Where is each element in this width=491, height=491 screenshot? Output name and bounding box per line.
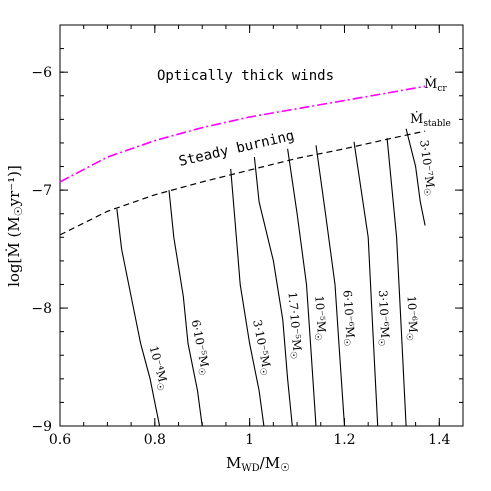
accretion-line-label: 1.7·10⁻⁵M☉ (283, 291, 305, 359)
axis-ticks: 0.6 0.8 1 1.2 1.4 −9 −8 −7 −6 (31, 24, 464, 448)
accretion-line-label: 10⁻⁶M☉ (402, 295, 421, 341)
accretion-line-label: 10⁻⁴M☉ (144, 344, 172, 392)
y-axis-title-main: log[Ṁ (M (5, 216, 23, 287)
y-axis-sun-symbol: ☉ (12, 206, 25, 216)
mdot-stable-label: Ṁstable (410, 110, 451, 129)
accretion-line (315, 145, 346, 427)
mdot-stable-label-sub: stable (423, 119, 451, 129)
mdot-cr-curve (59, 85, 426, 183)
accretion-line (230, 168, 265, 427)
accretion-line-label: 10⁻⁵M☉ (309, 295, 329, 341)
x-axis-sun-symbol: ☉ (280, 461, 290, 474)
curve-labels: 10⁻⁴M☉ 6·10⁻⁵M☉ 3·10⁻⁵M☉ 1.7·10⁻⁵M☉10⁻⁵M☉ 6·… (144, 139, 438, 392)
y-axis-title: log[Ṁ (M☉yr⁻¹)] (5, 165, 25, 287)
accretion-line-label: 3·10⁻⁵M☉ (247, 318, 275, 376)
y-axis-title-tail: yr⁻¹)] (5, 165, 23, 207)
accretion-line-label: 6·10⁻⁵M☉ (186, 318, 214, 376)
mdot-stable-curve (59, 130, 426, 236)
region-label-winds: Optically thick winds (157, 68, 334, 84)
accretion-line (116, 208, 161, 427)
y-tick-label: −7 (31, 183, 52, 199)
x-tick-label: 0.8 (144, 432, 166, 448)
accretion-line-label: 3·10⁻⁶M☉ (373, 290, 393, 347)
mdot-stable-label-main: Ṁ (410, 110, 423, 127)
x-tick-label: 1.4 (428, 432, 450, 448)
x-axis-title-main: M (226, 454, 241, 472)
accretion-line-label: 3·10⁻⁷M☉ (414, 139, 438, 197)
x-tick-label: 1 (245, 432, 254, 448)
accretion-series (116, 128, 426, 427)
y-tick-label: −9 (31, 419, 52, 435)
accretion-line-label: 6·10⁻⁶M☉ (337, 290, 358, 347)
boundary-curves (59, 85, 426, 236)
y-tick-label: −6 (31, 65, 52, 81)
x-axis-title: MWD/M☉ (226, 454, 290, 474)
plot-frame (59, 24, 464, 427)
x-tick-label: 1.2 (333, 432, 355, 448)
accretion-line (168, 190, 203, 427)
mdot-cr-label-main: Ṁ (424, 75, 437, 92)
accretion-line (353, 141, 379, 427)
accretion-line (287, 148, 317, 427)
accretion-line (386, 138, 407, 427)
mdot-cr-label-sub: cr (437, 84, 447, 94)
accretion-line (405, 128, 426, 226)
x-axis-title-sub: WD (241, 463, 259, 474)
mdot-cr-label: Ṁcr (424, 75, 447, 94)
x-tick-label: 0.6 (49, 432, 71, 448)
accretion-line (253, 157, 293, 427)
y-tick-label: −8 (31, 301, 52, 317)
x-axis-title-tail: /M (260, 454, 280, 472)
